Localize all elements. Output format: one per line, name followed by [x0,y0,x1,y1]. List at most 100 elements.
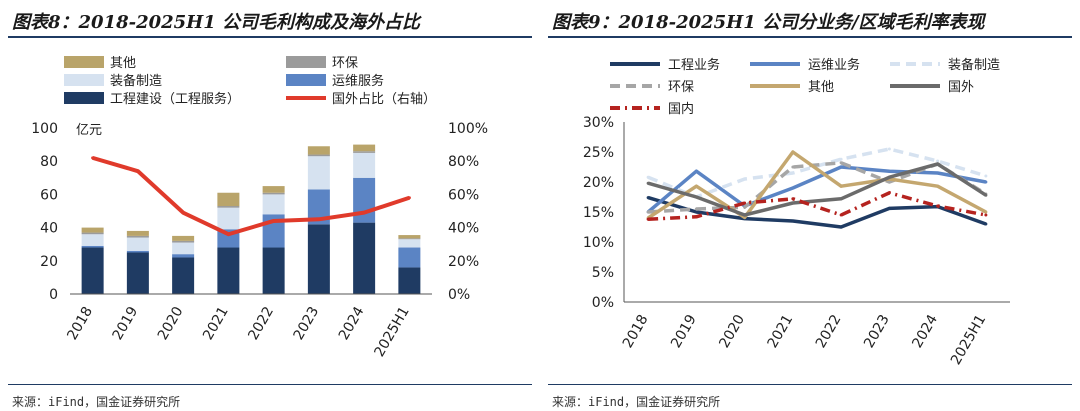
series-point [936,184,940,188]
x-tick-label: 2019 [110,304,142,343]
title-rule [548,36,1072,38]
series-point [984,180,988,184]
bar-segment [353,177,376,223]
bar-segment [353,144,376,152]
series-point [887,191,891,195]
legend-label: 其他 [110,56,136,71]
legend-swatch [64,92,104,104]
y-tick-label: 60 [40,187,58,203]
bar-segment [126,237,149,251]
x-tick-label: 2025H1 [371,304,412,360]
series-point [791,201,795,205]
y-tick-label: 80 [40,154,58,170]
x-tick-label: 2020 [155,304,187,343]
overseas-share-point [272,219,276,223]
bar-segment [307,224,330,294]
legend-swatch [286,74,326,86]
legend-label: 国外占比（右轴） [332,92,436,107]
series-point [839,184,843,188]
y-tick-label: 0% [592,295,614,311]
series-point [839,161,843,165]
bar-segment [307,189,330,225]
series-point [791,219,795,223]
series-point [887,180,891,184]
series-line [647,150,987,220]
series-point [936,204,940,208]
title-rule [8,36,532,38]
series-point [887,206,891,210]
series-point [646,210,650,214]
series-point [694,195,698,199]
x-tick-label: 2019 [668,312,700,351]
series-point [646,181,650,185]
bar-segment [307,156,330,190]
y2-tick-label: 20% [448,254,479,270]
series-point [646,175,650,179]
bar-segment [126,250,149,253]
bar-segment [126,230,149,236]
right-panel: 图表9：2018-2025H1 公司分业务/区域毛利率表现 工程业务 运维业务 装备… [540,0,1080,411]
y-tick-label: 40 [40,221,58,237]
bar-segment [307,154,330,157]
bar-segment [81,245,104,248]
y-tick-label: 25% [583,145,614,161]
series-point [887,147,891,151]
y-tick-label: 10% [583,235,614,251]
y-tick-label: 20 [40,254,58,270]
overseas-share-point [226,232,230,236]
bar-segment [126,252,149,294]
bar-segment [217,206,240,208]
x-tick-label: 2024 [336,304,368,343]
y-tick-label: 15% [583,205,614,221]
series-line [648,191,987,221]
bar-segment [398,235,421,239]
series-point [694,207,698,211]
bar-segment [172,240,195,243]
bar-segment [262,186,285,193]
series-point [984,213,988,217]
x-tick-label: 2020 [716,312,748,351]
bar-segment [217,247,240,294]
y2-tick-label: 60% [448,187,479,203]
series-point [839,197,843,201]
y-tick-label: 30% [583,115,614,131]
y-tick-label: 5% [592,265,614,281]
bar-segment [262,194,285,215]
series-point [791,197,795,201]
chart-8-source: 来源：iFind，国金证券研究所 [12,395,181,409]
bar-segment [398,267,421,294]
chart-9-title: 图表9：2018-2025H1 公司分业务/区域毛利率表现 [552,12,985,33]
bar-segment [307,146,330,155]
x-tick-label: 2018 [620,312,652,351]
overseas-share-point [91,156,95,160]
legend-label: 环保 [332,56,358,71]
bar-segment [398,247,421,268]
series-point [984,210,988,214]
left-panel: 图表8：2018-2025H1 公司毛利构成及海外占比 其他 环保 装备制造 运维服务… [8,12,532,409]
series-point [839,225,843,229]
x-tick-label: 2023 [861,312,893,351]
x-tick-label: 2022 [813,312,845,351]
series-point [984,222,988,226]
bar-segment [217,192,240,207]
bar-segment [81,234,104,246]
series-point [887,169,891,173]
y-tick-label: 0 [49,287,58,303]
bar-segment [353,151,376,153]
series-point [694,184,698,188]
bar-segment [81,232,104,235]
overseas-share-point [407,196,411,200]
x-tick-label: 2024 [909,312,941,351]
bar-segment [172,235,195,241]
y-tick-label: 20% [583,175,614,191]
x-tick-label: 2023 [291,304,323,343]
overseas-share-point [317,217,321,221]
legend-label: 工程业务 [668,57,720,73]
bar-segment [217,207,240,230]
series-point [743,177,747,181]
bar-segment [353,152,376,178]
bar-segment [398,238,421,240]
series-point [743,201,747,205]
y-unit-label: 亿元 [76,123,102,138]
series-point [743,205,747,209]
